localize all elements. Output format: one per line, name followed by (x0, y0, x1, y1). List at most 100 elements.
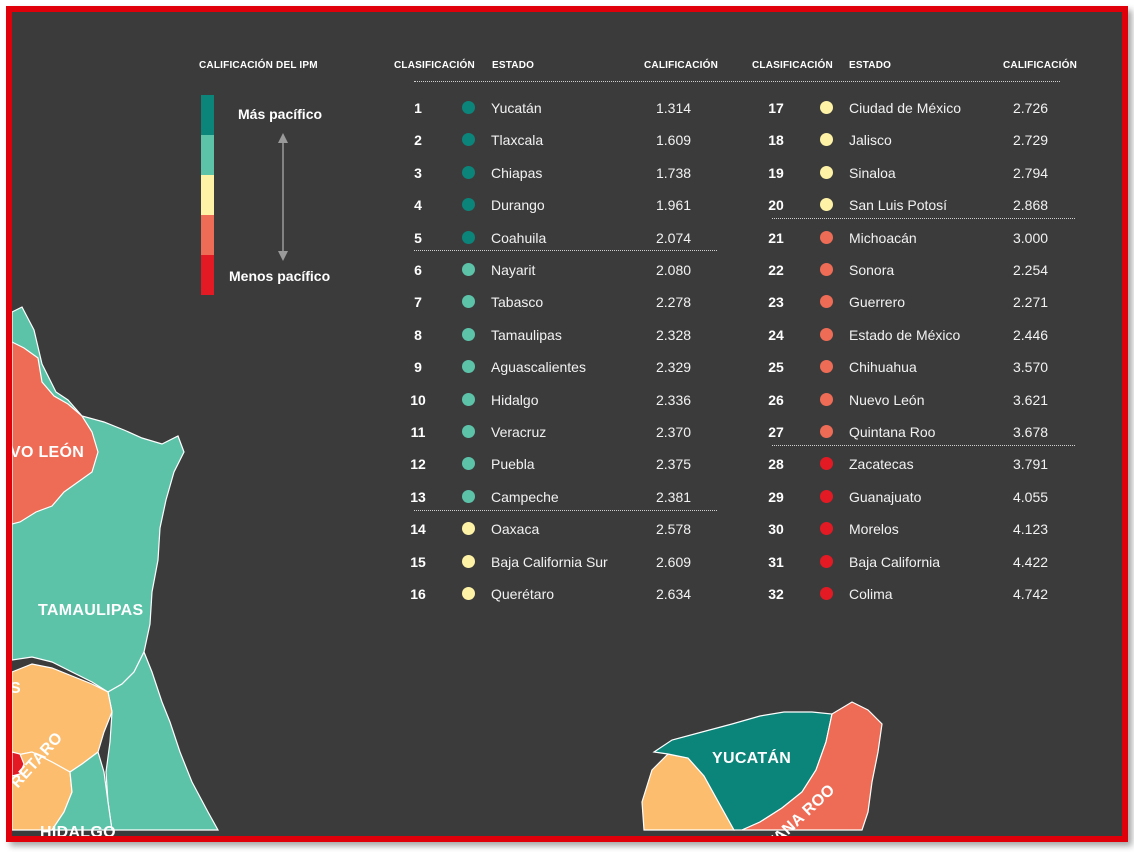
ranking-row: 13 Campeche 2.381 (404, 480, 724, 512)
ranking-row: 30 Morelos 4.123 (762, 512, 1082, 544)
state-name: Veracruz (491, 424, 547, 440)
ranking-row: 2 Tlaxcala 1.609 (404, 123, 724, 155)
tier-divider-right-1 (772, 218, 1075, 219)
tier-dot (820, 230, 833, 244)
legend-most-peaceful: Más pacífico (238, 106, 323, 122)
rank-number: 25 (768, 359, 784, 376)
legend-swatch-5 (201, 255, 214, 295)
ranking-row: 32 Colima 4.742 (762, 577, 1082, 609)
header-state-left: ESTADO (492, 60, 535, 71)
state-score: 4.422 (1013, 553, 1049, 570)
rank-number: 22 (768, 262, 784, 278)
ranking-row: 23 Guerrero 2.271 (762, 285, 1082, 317)
state-name: Nayarit (491, 262, 536, 278)
map-label-nuevo-leon: VO LEÓN (10, 444, 85, 461)
rank-number: 12 (410, 456, 426, 473)
tier-dot (462, 133, 475, 147)
state-name: Campeche (491, 488, 559, 505)
tier-dot (820, 133, 833, 147)
double-arrow-icon (278, 133, 288, 261)
header-rank-right: CLASIFICACIÓN (752, 60, 833, 71)
legend-swatch-2 (201, 135, 214, 175)
header-rank-left: CLASIFICACIÓN (394, 60, 475, 71)
rank-number: 13 (410, 488, 426, 505)
state-name: Quintana Roo (849, 424, 936, 440)
ranking-row: 3 Chiapas 1.738 (404, 156, 724, 188)
legend-swatch-3 (201, 175, 214, 215)
rank-number: 21 (768, 229, 784, 246)
state-name: Chiapas (491, 164, 543, 181)
state-score: 3.570 (1013, 359, 1049, 376)
state-name: Aguascalientes (491, 359, 586, 376)
ranking-row: 8 Tamaulipas 2.328 (404, 318, 724, 350)
state-name: Morelos (849, 521, 899, 538)
tier-dot (820, 327, 833, 341)
state-name: Ciudad de México (849, 100, 962, 116)
tier-dot (462, 230, 475, 244)
tier-divider-left-2 (414, 510, 717, 511)
tier-dot (820, 198, 833, 212)
tier-dot (462, 587, 475, 600)
rank-number: 4 (414, 197, 422, 214)
state-score: 2.634 (656, 586, 692, 602)
ranking-row: 11 Veracruz 2.370 (404, 415, 724, 447)
tier-dot (462, 101, 475, 114)
rank-number: 30 (768, 521, 784, 538)
rank-number: 15 (410, 553, 426, 570)
state-name: Guerrero (849, 294, 906, 311)
state-name: Colima (849, 586, 893, 602)
tier-dot (462, 198, 475, 212)
ranking-row: 18 Jalisco 2.729 (762, 123, 1082, 155)
state-score: 4.123 (1013, 521, 1049, 538)
tier-dot (820, 101, 833, 114)
state-score: 2.375 (656, 456, 692, 473)
rank-number: 31 (768, 553, 784, 570)
state-score: 2.074 (656, 229, 692, 246)
rank-number: 16 (410, 586, 426, 602)
map-label-yucatan: YUCATÁN (712, 750, 792, 767)
rank-number: 24 (768, 326, 784, 343)
rank-number: 27 (768, 424, 784, 440)
rank-number: 17 (768, 100, 784, 116)
tier-dot (820, 263, 833, 276)
state-name: Jalisco (849, 132, 892, 149)
state-score: 2.578 (656, 521, 692, 538)
tier-dot (462, 263, 475, 276)
rank-number: 20 (768, 197, 784, 214)
tier-divider-left-1 (414, 250, 717, 251)
rank-number: 1 (414, 100, 422, 116)
tier-dot (462, 489, 475, 503)
state-score: 2.381 (656, 488, 692, 505)
state-score: 3.678 (1013, 424, 1049, 440)
state-name: Durango (491, 197, 545, 214)
ranking-row: 26 Nuevo León 3.621 (762, 383, 1082, 415)
tier-dot (462, 457, 475, 471)
rank-number: 7 (414, 294, 422, 311)
rank-number: 2 (414, 132, 422, 149)
state-score: 2.328 (656, 326, 692, 343)
rank-number: 28 (768, 456, 784, 473)
ranking-row: 21 Michoacán 3.000 (762, 221, 1082, 253)
state-name: Tabasco (491, 294, 544, 311)
state-name: Coahuila (491, 229, 547, 246)
map-hidalgo (50, 751, 113, 831)
tier-dot (462, 360, 475, 374)
state-name: Puebla (491, 456, 535, 473)
rank-number: 32 (768, 586, 784, 602)
state-name: Zacatecas (849, 456, 914, 473)
header-score-left: CALIFICACIÓN (644, 60, 719, 71)
state-name: Nuevo León (849, 391, 925, 408)
state-score: 2.726 (1013, 100, 1049, 116)
state-score: 1.314 (656, 100, 692, 116)
rank-number: 29 (768, 488, 784, 505)
legend-least-peaceful: Menos pacífico (229, 268, 331, 284)
state-score: 2.329 (656, 359, 692, 376)
ranking-row: 20 San Luis Potosí 2.868 (762, 188, 1082, 220)
legend-color-scale (201, 95, 214, 295)
ranking-row: 12 Puebla 2.375 (404, 447, 724, 479)
state-name: Sinaloa (849, 164, 896, 181)
state-score: 1.961 (656, 197, 692, 214)
ranking-row: 16 Querétaro 2.634 (404, 577, 724, 609)
header-score-right: CALIFICACIÓN (1003, 60, 1078, 71)
ranking-row: 4 Durango 1.961 (404, 188, 724, 220)
